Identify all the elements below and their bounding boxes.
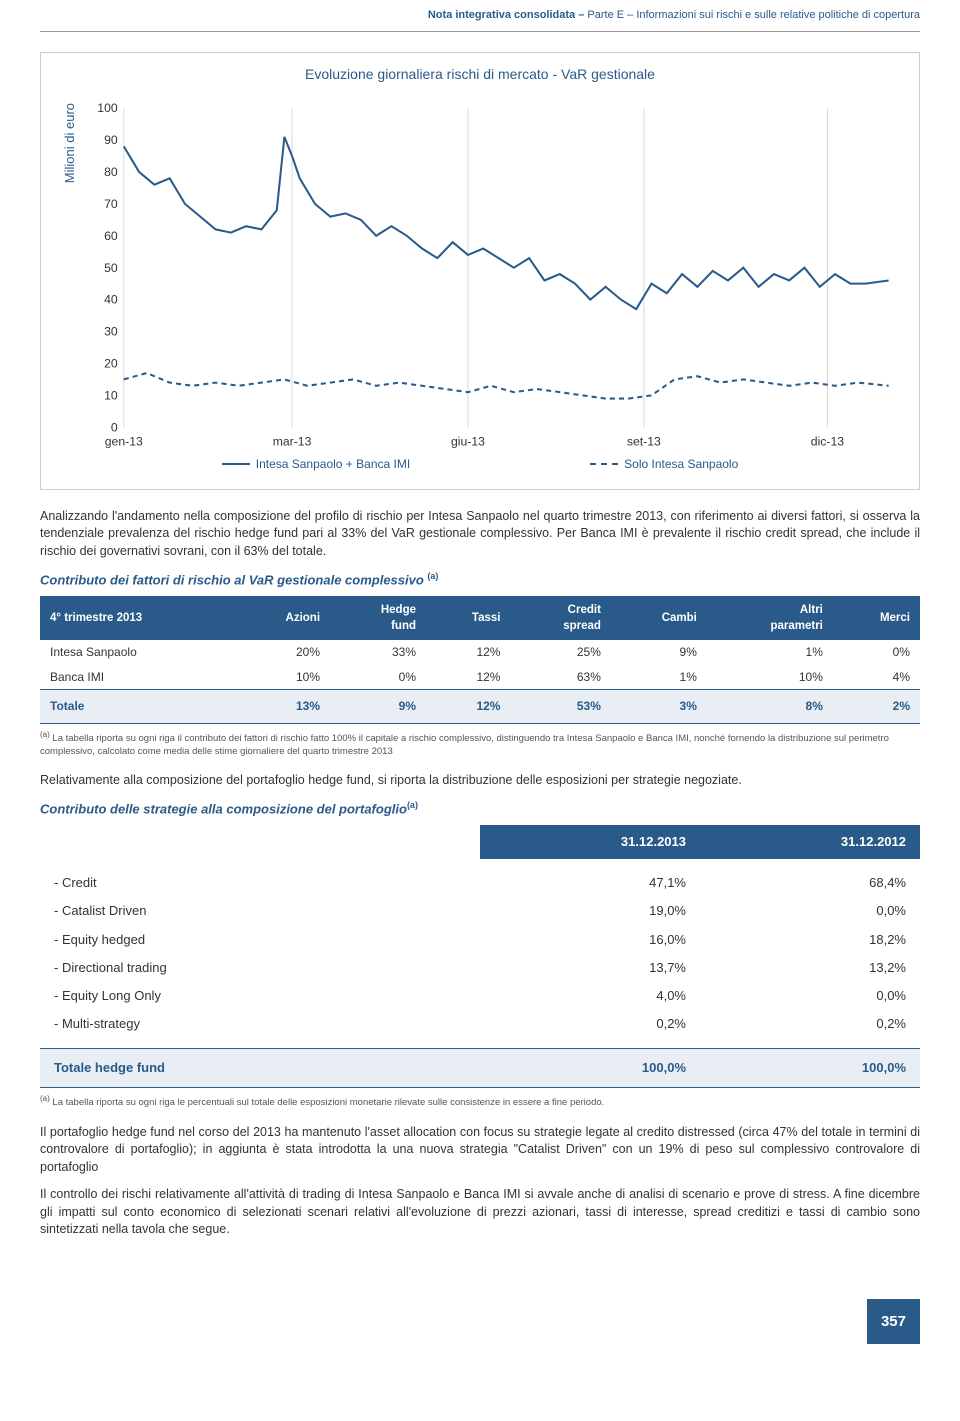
svg-text:gen-13: gen-13 (105, 435, 143, 449)
chart-title: Evoluzione giornaliera rischi di mercato… (61, 65, 899, 85)
svg-text:mar-13: mar-13 (273, 435, 312, 449)
svg-text:50: 50 (104, 261, 118, 275)
table-header: 4° trimestre 2013 (40, 596, 235, 640)
svg-text:20: 20 (104, 357, 118, 371)
svg-text:0: 0 (111, 420, 118, 434)
portfolio-composition-table: 31.12.201331.12.2012 - Credit47,1%68,4%-… (40, 825, 920, 1089)
table1-footnote: (a) La tabella riporta su ogni riga il c… (40, 730, 920, 758)
legend-item-1: Intesa Sanpaolo + Banca IMI (222, 456, 410, 473)
table-row: - Directional trading13,7%13,2% (40, 954, 920, 982)
table-row: - Multi-strategy0,2%0,2% (40, 1010, 920, 1038)
svg-text:40: 40 (104, 293, 118, 307)
table-row: - Credit47,1%68,4% (40, 869, 920, 897)
svg-text:90: 90 (104, 133, 118, 147)
svg-text:70: 70 (104, 197, 118, 211)
table-header: 31.12.2013 (480, 825, 700, 859)
svg-text:set-13: set-13 (627, 435, 661, 449)
paragraph-3: Il portafoglio hedge fund nel corso del … (40, 1124, 920, 1177)
table-row: - Equity hedged16,0%18,2% (40, 926, 920, 954)
table-header: Cambi (611, 596, 707, 640)
svg-text:30: 30 (104, 325, 118, 339)
footer: 357 (40, 1299, 920, 1349)
chart-container: Evoluzione giornaliera rischi di mercato… (40, 52, 920, 489)
table2-heading: Contributo delle strategie alla composiz… (40, 799, 920, 819)
paragraph-2: Relativamente alla composizione del port… (40, 772, 920, 790)
page-header: Nota integrativa consolidata – Parte E –… (40, 0, 920, 32)
header-rest: Parte E – Informazioni sui rischi e sull… (584, 9, 920, 21)
dashed-line-icon (590, 463, 618, 465)
svg-text:10: 10 (104, 388, 118, 402)
table-row: Intesa Sanpaolo20%33%12%25%9%1%0% (40, 640, 920, 665)
table2-footnote: (a) La tabella riporta su ogni riga le p… (40, 1094, 920, 1110)
header-bold: Nota integrativa consolidata – (428, 9, 584, 21)
table-header: Tassi (426, 596, 510, 640)
table-total-row: Totale13%9%12%53%3%8%2% (40, 690, 920, 724)
chart-legend: Intesa Sanpaolo + Banca IMI Solo Intesa … (61, 456, 899, 473)
page-number: 357 (867, 1299, 920, 1344)
svg-text:60: 60 (104, 229, 118, 243)
solid-line-icon (222, 463, 250, 465)
table-header: 31.12.2012 (700, 825, 920, 859)
svg-text:giu-13: giu-13 (451, 435, 485, 449)
legend-item-2: Solo Intesa Sanpaolo (590, 456, 738, 473)
table-header (40, 825, 480, 859)
paragraph-1: Analizzando l'andamento nella composizio… (40, 508, 920, 561)
table-header: Azioni (235, 596, 330, 640)
svg-text:100: 100 (97, 103, 118, 115)
table-header: Altriparametri (707, 596, 833, 640)
table-header: Merci (833, 596, 920, 640)
table-header: Hedgefund (330, 596, 426, 640)
table-row: Banca IMI10%0%12%63%1%10%4% (40, 665, 920, 690)
table-header: Creditspread (510, 596, 610, 640)
risk-factors-table: 4° trimestre 2013AzioniHedgefundTassiCre… (40, 596, 920, 725)
svg-text:80: 80 (104, 165, 118, 179)
chart-ylabel: Milioni di euro (61, 103, 79, 203)
svg-text:dic-13: dic-13 (811, 435, 844, 449)
paragraph-4: Il controllo dei rischi relativamente al… (40, 1186, 920, 1239)
line-chart: 0 10 20 30 40 50 60 70 80 90 100 gen-13 mar-13 giu-13… (83, 103, 899, 450)
table-row: - Equity Long Only4,0%0,0% (40, 982, 920, 1010)
table-row: - Catalist Driven19,0%0,0% (40, 897, 920, 925)
table1-heading: Contributo dei fattori di rischio al VaR… (40, 570, 920, 590)
table-total-row: Totale hedge fund100,0%100,0% (40, 1049, 920, 1088)
